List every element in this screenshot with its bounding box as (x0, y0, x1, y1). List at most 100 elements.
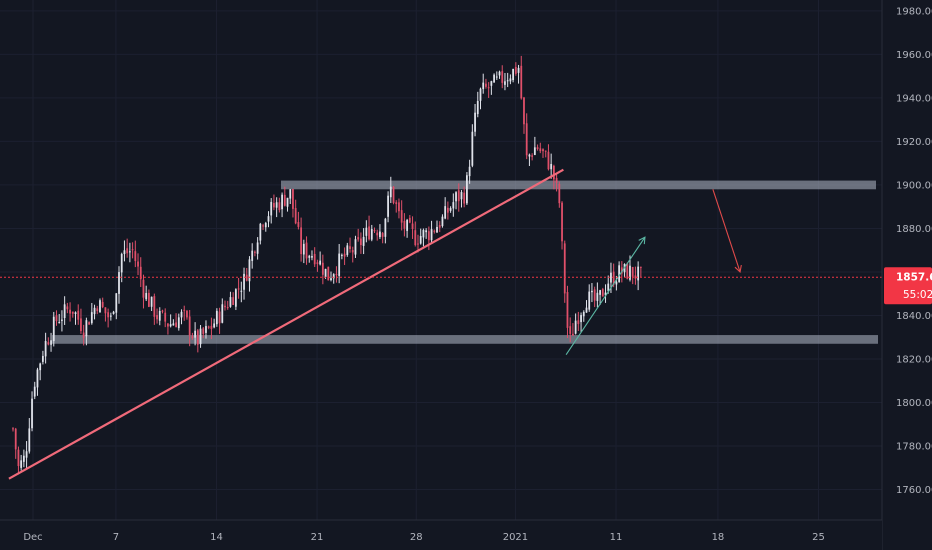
price-tick-label: 1800.00 (896, 398, 932, 409)
candle-body (517, 67, 520, 73)
candle-body (96, 308, 99, 311)
candle-body (493, 74, 495, 83)
candle-body (251, 250, 254, 261)
candle-body (335, 273, 338, 276)
candle-body (542, 149, 544, 152)
candle-body (294, 208, 297, 224)
candle-body (137, 261, 139, 267)
time-tick-label: 25 (812, 532, 825, 543)
candle-body (528, 154, 531, 157)
candle-body (319, 260, 322, 265)
candle-body (169, 324, 172, 327)
candle-body (612, 271, 615, 285)
candle-body (139, 266, 142, 280)
candle-body (365, 227, 368, 236)
candle-body (164, 312, 167, 322)
candle-body (637, 266, 640, 281)
candle-body (607, 283, 610, 291)
candle-body (202, 328, 205, 334)
candle-body (373, 230, 376, 232)
candle-body (585, 307, 588, 313)
candle-body (476, 100, 479, 115)
candle-body (379, 231, 381, 238)
candle-body (80, 318, 82, 332)
candle-body (604, 292, 607, 296)
candle-body (572, 333, 574, 336)
candle-body (332, 274, 335, 279)
candle-body (99, 300, 101, 313)
candle-body (349, 246, 351, 249)
candle-body (183, 309, 186, 311)
candle-body (25, 451, 28, 458)
candle-body (346, 245, 349, 255)
candle-body (444, 206, 447, 219)
trendline[interactable] (8, 168, 564, 480)
candle-body (509, 78, 512, 82)
candle-body (338, 253, 341, 276)
candle-body (131, 249, 134, 251)
arrow-up-head (638, 236, 646, 245)
candle-body (283, 194, 286, 206)
candle-body (199, 328, 202, 345)
candle-body (82, 332, 85, 338)
resistance-zone[interactable] (281, 180, 876, 190)
candle-body (327, 266, 330, 281)
time-axis[interactable]: Dec 7 14 21 28 2021 11 18 25 (0, 519, 882, 550)
candle-body (196, 330, 199, 345)
candle-body (39, 363, 42, 371)
candle-body (221, 304, 224, 323)
candle-body (498, 71, 501, 76)
support-zone[interactable] (52, 335, 878, 344)
candle-body (254, 251, 256, 253)
candle-body (618, 265, 621, 282)
candle-body (506, 80, 509, 82)
candle-body (101, 302, 104, 307)
candle-body (20, 460, 23, 468)
candle-body (41, 355, 44, 362)
price-tick-label: 1780.00 (896, 442, 932, 453)
candle-body (539, 148, 542, 152)
candle-body (120, 254, 123, 273)
candle-body (109, 315, 112, 317)
candle-body (17, 449, 20, 467)
candle-body (593, 289, 596, 301)
candle-body (305, 242, 308, 259)
candle-body (427, 231, 430, 241)
time-tick-label: 14 (210, 532, 223, 543)
price-tick-label: 1960.00 (896, 50, 932, 61)
candle-body (550, 163, 553, 170)
candle-body (596, 292, 599, 301)
candle-body (194, 330, 197, 338)
candle-body (126, 248, 129, 254)
current-price-tag: 1857.60 55:02 (884, 267, 932, 305)
candle-body (104, 307, 107, 314)
candle-body (292, 189, 294, 209)
candle-body (582, 311, 585, 317)
candle-body (555, 177, 558, 183)
candle-body (186, 310, 188, 318)
candle-body (115, 293, 118, 313)
candle-body (128, 251, 131, 253)
candle-body (63, 304, 66, 319)
candle-body (392, 186, 395, 203)
candle-body (150, 296, 153, 307)
candle-body (446, 207, 449, 213)
candle-body (142, 279, 145, 298)
candle-body (620, 267, 623, 274)
candle-body (321, 262, 324, 275)
candle-body (400, 210, 403, 223)
candle-body (381, 233, 384, 237)
candle-body (177, 317, 180, 329)
candle-body (531, 155, 534, 157)
candle-body (563, 243, 566, 294)
candle-body (362, 236, 365, 246)
candle-body (601, 289, 604, 297)
current-price-tag-bg (884, 267, 932, 305)
candle-body (12, 428, 14, 430)
candle-body (229, 297, 232, 307)
candle-body (267, 216, 270, 222)
candle-body (360, 238, 362, 246)
time-tick-label: 11 (610, 532, 623, 543)
candle-body (610, 272, 612, 283)
